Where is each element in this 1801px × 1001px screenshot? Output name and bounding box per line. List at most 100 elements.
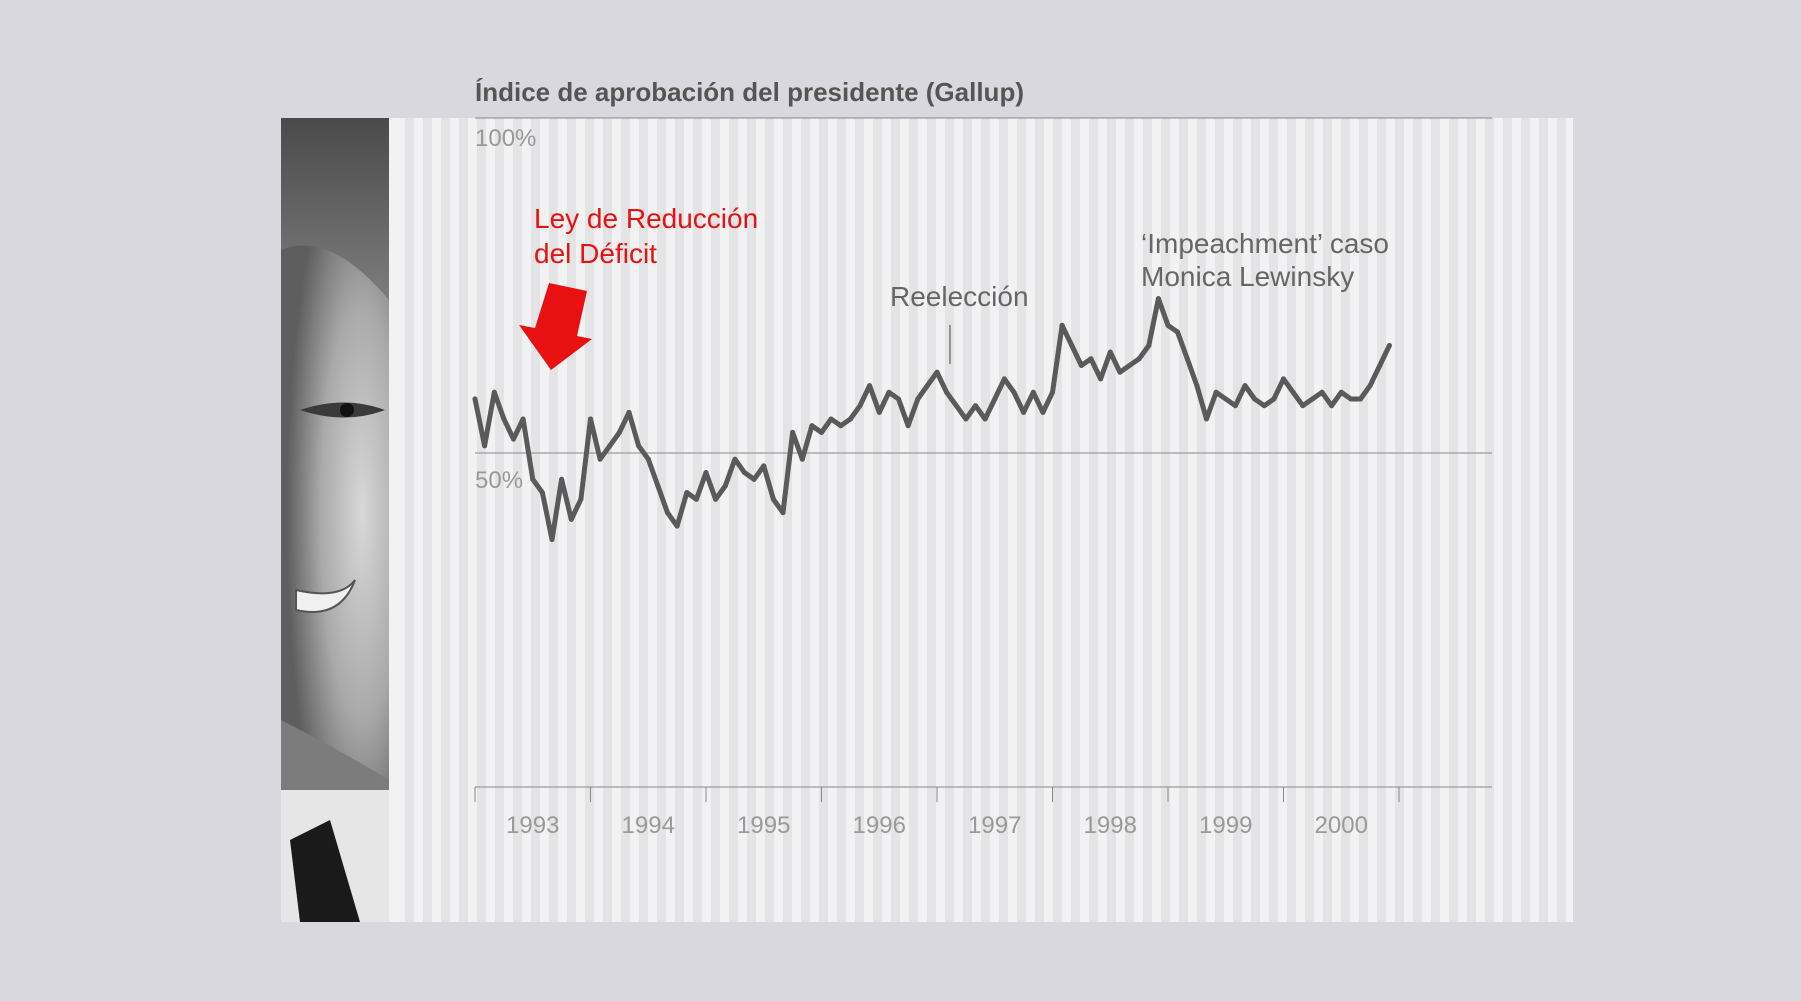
data-point	[809, 423, 815, 429]
data-point	[539, 490, 545, 496]
background-stripe	[1017, 118, 1026, 922]
data-point	[616, 429, 622, 435]
background-stripe	[1377, 118, 1386, 922]
annotation-deficit-line1: Ley de Reducción	[534, 203, 758, 234]
background-stripe	[1323, 118, 1332, 922]
red-arrow-icon	[519, 283, 592, 370]
background-stripe	[927, 118, 936, 922]
background-stripe	[459, 118, 468, 922]
data-point	[1309, 396, 1315, 402]
data-point	[1204, 416, 1209, 422]
background-stripes	[405, 118, 1566, 922]
data-point	[1348, 396, 1354, 402]
background-stripe	[1179, 118, 1188, 922]
data-point	[1040, 409, 1046, 415]
background-stripe	[1395, 118, 1404, 922]
x-axis: 1993 1994 1995 1996 1997 1998 1999 2000	[474, 787, 1400, 839]
data-point	[1107, 349, 1113, 355]
data-point	[578, 496, 584, 502]
data-point	[1329, 403, 1335, 409]
data-point	[924, 383, 930, 389]
background-stripe	[1143, 118, 1152, 922]
data-point	[732, 456, 738, 462]
x-tick-label-1994: 1994	[622, 812, 675, 839]
background-stripe	[1035, 118, 1044, 922]
background-stripe	[1251, 118, 1260, 922]
background-stripe	[1287, 118, 1296, 922]
annotation-deficit-line2: del Déficit	[534, 238, 657, 269]
background-stripe	[1431, 118, 1440, 922]
data-point	[742, 470, 747, 476]
background-stripe	[1071, 118, 1080, 922]
x-tick-label-1996: 1996	[853, 812, 906, 839]
data-point	[1011, 389, 1017, 395]
data-point	[1271, 396, 1277, 402]
background-stripe	[1161, 118, 1170, 922]
x-tick-label-1993: 1993	[506, 812, 559, 839]
background-stripe	[441, 118, 450, 922]
data-point	[1001, 376, 1007, 382]
data-point	[761, 463, 767, 469]
data-point	[511, 436, 516, 442]
data-point	[886, 389, 892, 395]
data-point	[847, 416, 853, 422]
data-point	[1059, 322, 1065, 328]
data-point	[780, 510, 786, 516]
data-point	[1117, 369, 1123, 375]
data-point	[636, 443, 642, 449]
data-point	[1358, 396, 1363, 402]
background-stripe	[1557, 118, 1566, 922]
data-point	[905, 423, 911, 429]
data-point	[1165, 322, 1171, 328]
background-stripe	[765, 118, 774, 922]
background-stripe	[513, 118, 522, 922]
data-point	[1088, 356, 1094, 362]
background-stripe	[1197, 118, 1206, 922]
background-stripe	[837, 118, 846, 922]
data-point	[944, 389, 950, 395]
background-stripe	[1089, 118, 1098, 922]
background-stripe	[1359, 118, 1368, 922]
background-stripe	[1503, 118, 1512, 922]
background-stripe	[711, 118, 720, 922]
data-point	[1232, 403, 1238, 409]
data-point	[857, 403, 863, 409]
data-point	[876, 409, 882, 415]
background-stripe	[1521, 118, 1530, 922]
data-point	[568, 516, 574, 522]
data-point	[703, 470, 709, 476]
data-point	[501, 416, 507, 422]
background-stripe	[1305, 118, 1314, 922]
background-stripe	[585, 118, 594, 922]
x-tick-label-1998: 1998	[1084, 812, 1137, 839]
data-point	[819, 429, 824, 435]
data-point	[1338, 389, 1344, 395]
data-point	[1175, 329, 1181, 335]
data-point	[896, 396, 901, 402]
data-point	[491, 389, 497, 395]
annotation-impeachment-line2: Monica Lewinsky	[1141, 261, 1354, 292]
background-stripe	[1125, 118, 1134, 922]
background-stripe	[1269, 118, 1278, 922]
data-point	[472, 396, 478, 402]
background-stripe	[657, 118, 666, 922]
data-point	[655, 483, 661, 489]
background-stripe	[819, 118, 828, 922]
data-point	[1242, 383, 1248, 389]
background-stripe	[891, 118, 900, 922]
data-point	[790, 429, 796, 435]
data-point	[607, 443, 613, 449]
data-point	[838, 423, 844, 429]
data-point	[973, 403, 978, 409]
background-stripe	[693, 118, 702, 922]
data-point	[992, 396, 998, 402]
data-point	[1194, 383, 1200, 389]
data-point	[1184, 356, 1190, 362]
data-point	[1319, 389, 1325, 395]
approval-series	[472, 296, 1392, 542]
data-point	[982, 416, 988, 422]
data-point	[674, 523, 680, 529]
data-point	[828, 416, 834, 422]
background-stripe	[1467, 118, 1476, 922]
